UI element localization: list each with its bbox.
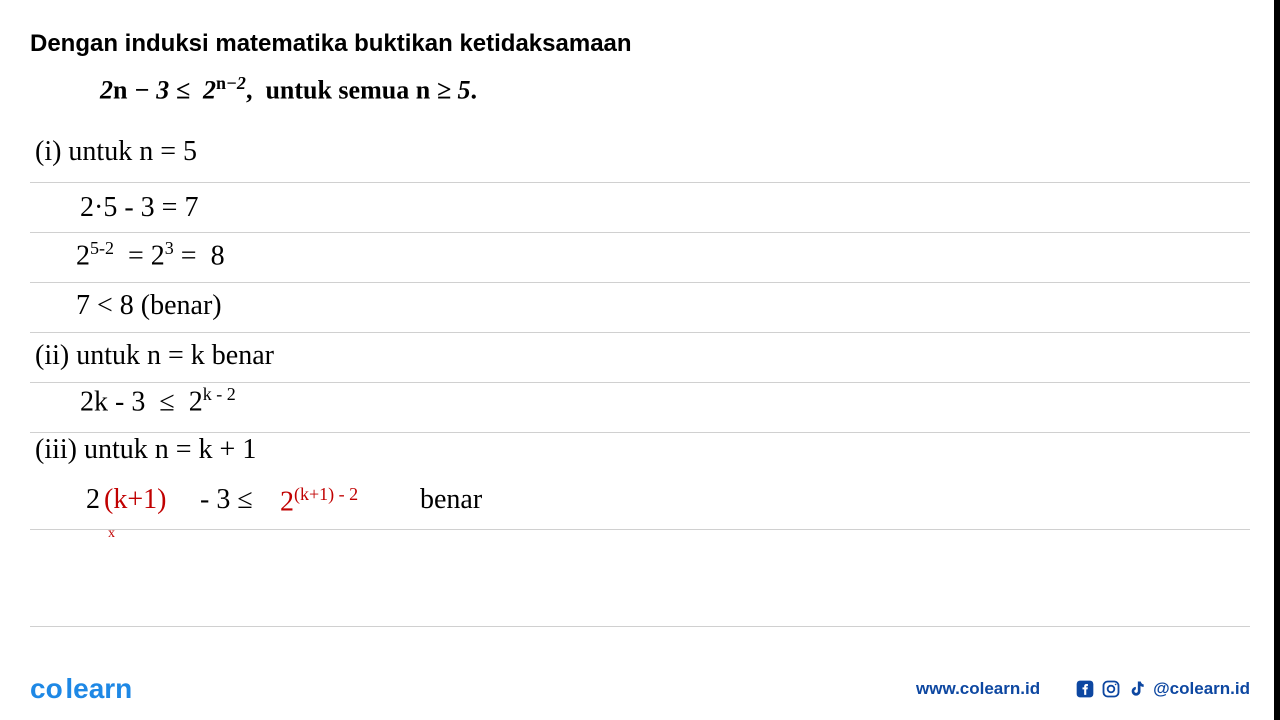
step3-line1-part-b: (k+1): [104, 484, 166, 516]
facebook-icon: [1075, 679, 1095, 699]
step1-line1: 2·5 - 3 = 7: [80, 192, 198, 224]
instagram-icon: [1101, 679, 1121, 699]
step2-label: (ii) untuk n = k benar: [35, 340, 274, 372]
step3-line1-part-c: - 3 ≤: [200, 484, 253, 516]
rule-line: [30, 382, 1250, 383]
step1-line2: 25-2 = 23 = 8: [76, 238, 225, 272]
step3-line1-part-d: 2(k+1) - 2: [280, 484, 358, 518]
step3-label: (iii) untuk n = k + 1: [35, 434, 256, 466]
step3-line1-part-e: benar: [420, 484, 482, 516]
red-mark: x: [108, 526, 115, 542]
logo-co: co: [30, 673, 63, 704]
social-handle: @colearn.id: [1153, 679, 1250, 699]
rule-line: [30, 529, 1250, 530]
right-border: [1274, 0, 1280, 720]
step2-line1: 2k - 3 ≤ 2k - 2: [80, 384, 236, 418]
rule-line: [30, 232, 1250, 233]
problem-equation: 2n − 3 ≤ 2n−2, untuk semua n ≥ 5.: [100, 73, 1250, 106]
rule-line: [30, 282, 1250, 283]
social-links: @colearn.id: [1075, 679, 1250, 699]
tiktok-icon: [1127, 679, 1147, 699]
rule-line: [30, 626, 1250, 627]
footer: co learn www.colearn.id @colearn.id: [30, 673, 1250, 705]
footer-right: www.colearn.id @colearn.id: [916, 679, 1250, 699]
problem-title: Dengan induksi matematika buktikan ketid…: [30, 30, 1250, 58]
rule-line: [30, 332, 1250, 333]
step1-label: (i) untuk n = 5: [35, 136, 197, 168]
colearn-logo: co learn: [30, 673, 132, 705]
step3-line1-part-a: 2: [86, 484, 100, 516]
rule-line: [30, 432, 1250, 433]
rule-line: [30, 182, 1250, 183]
logo-learn: learn: [65, 673, 132, 704]
page-container: Dengan induksi matematika buktikan ketid…: [0, 0, 1280, 720]
website-url: www.colearn.id: [916, 679, 1040, 699]
step1-line3: 7 < 8 (benar): [76, 290, 222, 322]
